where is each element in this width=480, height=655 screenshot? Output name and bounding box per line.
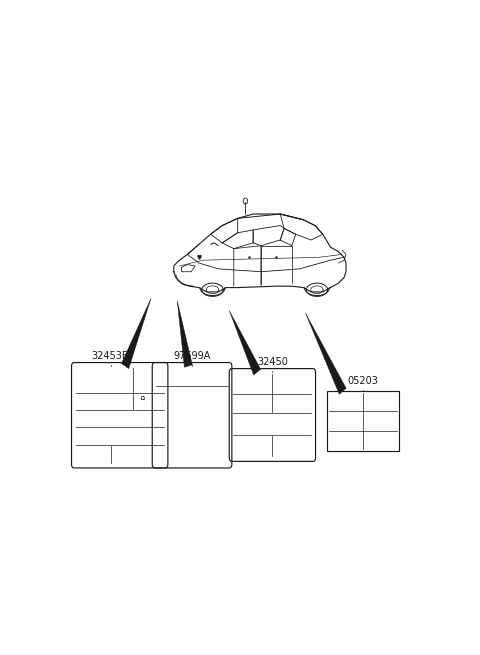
Text: 32450: 32450	[257, 357, 288, 367]
Polygon shape	[121, 298, 151, 369]
Bar	[327, 391, 398, 451]
Text: 97699A: 97699A	[173, 351, 211, 361]
Text: 05203: 05203	[348, 376, 378, 386]
Polygon shape	[229, 310, 261, 375]
Text: ♻: ♻	[140, 396, 145, 401]
Polygon shape	[177, 301, 192, 367]
Text: 32453B: 32453B	[92, 351, 130, 361]
Polygon shape	[305, 313, 346, 394]
